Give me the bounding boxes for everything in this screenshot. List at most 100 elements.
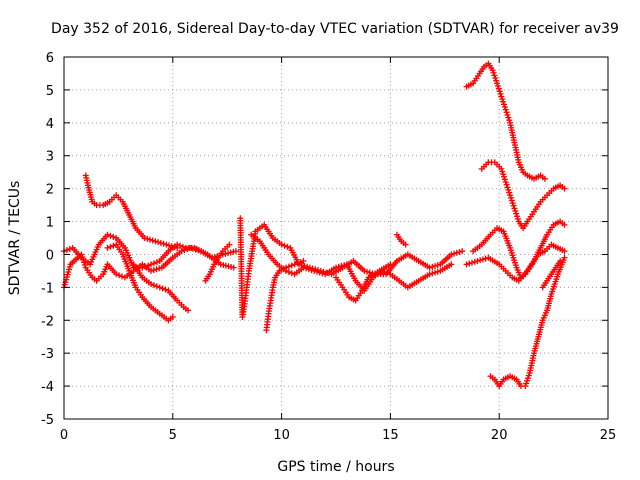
data-point <box>150 260 157 267</box>
data-point <box>174 244 181 251</box>
data-point <box>338 262 345 269</box>
data-point <box>308 267 315 274</box>
chart-title: Day 352 of 2016, Sidereal Day-to-day VTE… <box>51 21 619 37</box>
data-point <box>159 285 166 292</box>
grid <box>64 57 608 419</box>
data-point <box>150 282 157 289</box>
x-tick-label: 20 <box>491 428 508 443</box>
data-point <box>230 264 237 271</box>
data-point <box>282 264 289 271</box>
y-tick-label: 5 <box>46 84 54 99</box>
data-point <box>160 240 167 247</box>
data-point <box>155 239 162 246</box>
data-point <box>426 264 433 271</box>
data-point <box>561 254 568 261</box>
x-tick-label: 0 <box>60 428 68 443</box>
data-point <box>285 269 292 276</box>
data-point <box>165 242 172 249</box>
y-axis-label: SDTVAR / TECUs <box>7 181 23 296</box>
x-tick-label: 5 <box>169 428 177 443</box>
data-point <box>153 283 160 290</box>
data-point <box>561 221 568 228</box>
data-point <box>456 248 463 255</box>
plot-frame <box>63 56 609 420</box>
y-tick-label: 2 <box>46 183 54 198</box>
data-point <box>141 235 148 241</box>
data-point <box>463 261 470 268</box>
data-point <box>451 250 458 257</box>
data-point <box>384 270 391 277</box>
data-point <box>179 243 186 250</box>
data-point <box>366 269 373 276</box>
data-point <box>107 232 114 239</box>
data-point <box>477 257 484 264</box>
y-tick-label: 0 <box>46 248 54 263</box>
data-point <box>162 286 169 293</box>
data-point <box>284 243 291 250</box>
data-point <box>297 259 304 266</box>
data-point <box>63 247 70 254</box>
y-axis-tick-labels: -5 -4 -3 -2 -1 0 1 2 3 4 5 6 <box>41 51 54 428</box>
data-point <box>341 262 348 269</box>
data-point <box>291 261 298 268</box>
data-point <box>145 262 152 269</box>
y-tick-label: 4 <box>46 117 54 132</box>
data-point <box>281 242 288 249</box>
data-point <box>479 256 486 263</box>
data-point <box>104 244 111 251</box>
data-point <box>150 267 157 274</box>
data-point <box>471 258 478 265</box>
data-point <box>116 272 123 279</box>
data-point <box>66 245 73 252</box>
y-tick-label: 3 <box>46 150 54 165</box>
data-point <box>335 263 342 270</box>
data-point <box>110 233 117 240</box>
data-point <box>474 258 481 265</box>
data-point <box>285 263 292 270</box>
data-point <box>316 269 323 276</box>
data-point <box>226 241 233 248</box>
data-point <box>232 248 239 255</box>
data-point <box>107 243 114 250</box>
data-point <box>152 238 159 245</box>
data-point <box>459 248 466 255</box>
data-point <box>144 235 151 242</box>
data-point <box>453 249 460 256</box>
data-point <box>153 259 160 266</box>
data-point <box>434 262 441 269</box>
data-point <box>294 260 301 267</box>
data-point <box>104 231 111 238</box>
data-point <box>448 261 455 268</box>
data-point <box>163 241 170 248</box>
y-tick-label: -2 <box>41 314 54 329</box>
axis-ticks <box>63 56 609 420</box>
data-point <box>288 270 295 277</box>
data-point <box>466 260 473 267</box>
data-point <box>303 265 310 272</box>
data-point <box>300 258 307 265</box>
data-point <box>288 262 295 269</box>
data-point <box>561 248 568 255</box>
data-point <box>110 242 117 249</box>
data-point <box>119 273 126 280</box>
data-point <box>139 264 146 271</box>
data-point <box>432 269 439 276</box>
data-point <box>448 251 455 258</box>
x-tick-label: 25 <box>600 428 617 443</box>
data-point <box>429 270 436 277</box>
y-tick-label: -4 <box>41 380 54 395</box>
y-tick-label: -1 <box>41 281 54 296</box>
y-tick-label: -5 <box>41 413 54 428</box>
data-point <box>402 241 409 248</box>
data-point <box>178 248 185 255</box>
data-point <box>541 175 548 182</box>
data-point <box>426 271 433 278</box>
data-point <box>149 237 156 244</box>
data-point <box>434 268 441 275</box>
data-point <box>469 259 475 266</box>
data-point <box>153 266 160 273</box>
data-point <box>142 263 149 270</box>
data-point <box>333 264 339 271</box>
data-point <box>156 284 163 291</box>
